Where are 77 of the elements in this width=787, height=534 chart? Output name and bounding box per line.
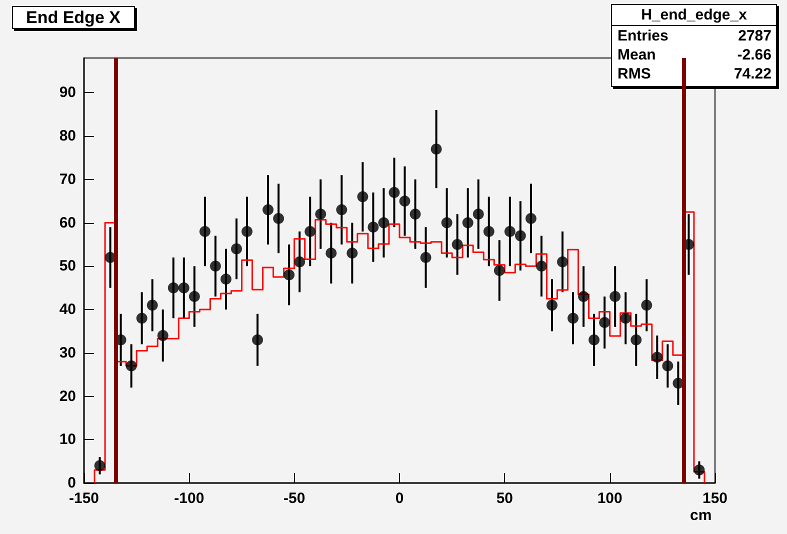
point [231,243,242,254]
point [357,191,368,202]
x-tick-label: -50 [283,490,306,507]
point [662,360,674,372]
point [157,330,168,342]
x-tick-label: -150 [68,490,100,507]
point [262,204,274,216]
point [126,360,137,372]
point [568,312,579,324]
x-tick-label: 0 [395,490,404,507]
point [410,208,421,220]
point [536,260,547,272]
point [610,291,621,302]
point [514,230,526,242]
point [420,252,432,263]
point [388,186,400,198]
point [146,300,158,311]
point [94,460,106,472]
point [326,248,337,259]
point [220,274,232,285]
point [378,217,390,228]
point [588,334,600,346]
point [178,282,190,294]
point [273,212,284,224]
y-tick-label: 80 [59,128,76,145]
point [652,352,663,363]
point [294,256,306,268]
x-axis-title: cm [690,507,712,524]
point [242,226,253,237]
x-tick-label: 150 [702,490,728,507]
point [483,226,494,237]
y-tick-label: 40 [59,301,76,318]
point [472,208,484,220]
point [578,291,590,302]
y-tick-label: 60 [59,214,76,232]
point [441,217,452,228]
x-tick-label: -100 [174,490,204,507]
point [336,204,348,216]
point [210,260,221,272]
point [315,208,326,220]
x-tick-label: 100 [597,490,622,507]
point [694,464,705,476]
point [399,196,410,207]
point [525,212,536,224]
point [599,317,610,328]
point [136,312,148,324]
point [630,334,642,346]
x-tick-label: 50 [496,490,514,507]
point [620,312,632,324]
y-tick-label: 20 [59,388,76,405]
point [168,282,179,294]
y-tick-label: 0 [68,474,76,492]
text: H_end_edge_x [641,6,748,24]
text: Mean -2.66 [618,46,772,64]
text: RMS 74.22 [618,66,772,82]
point [641,300,652,311]
y-tick-label: 50 [59,258,76,275]
y-tick-label: 70 [59,170,76,188]
chart-title: End Edge X [26,8,122,27]
point [188,291,200,302]
point [368,222,379,233]
point [557,256,568,268]
point [494,265,505,276]
point [304,226,316,237]
point [462,217,474,228]
point [430,144,442,155]
point [452,238,463,250]
point [346,248,358,259]
point [199,226,210,237]
point [252,334,264,346]
y-tick-label: 10 [59,431,76,448]
text: Entries 2787 [618,28,772,44]
point [284,269,295,280]
point [504,226,516,237]
point [546,300,558,311]
y-tick-label: 30 [59,344,76,362]
y-tick-label: 90 [59,84,76,102]
